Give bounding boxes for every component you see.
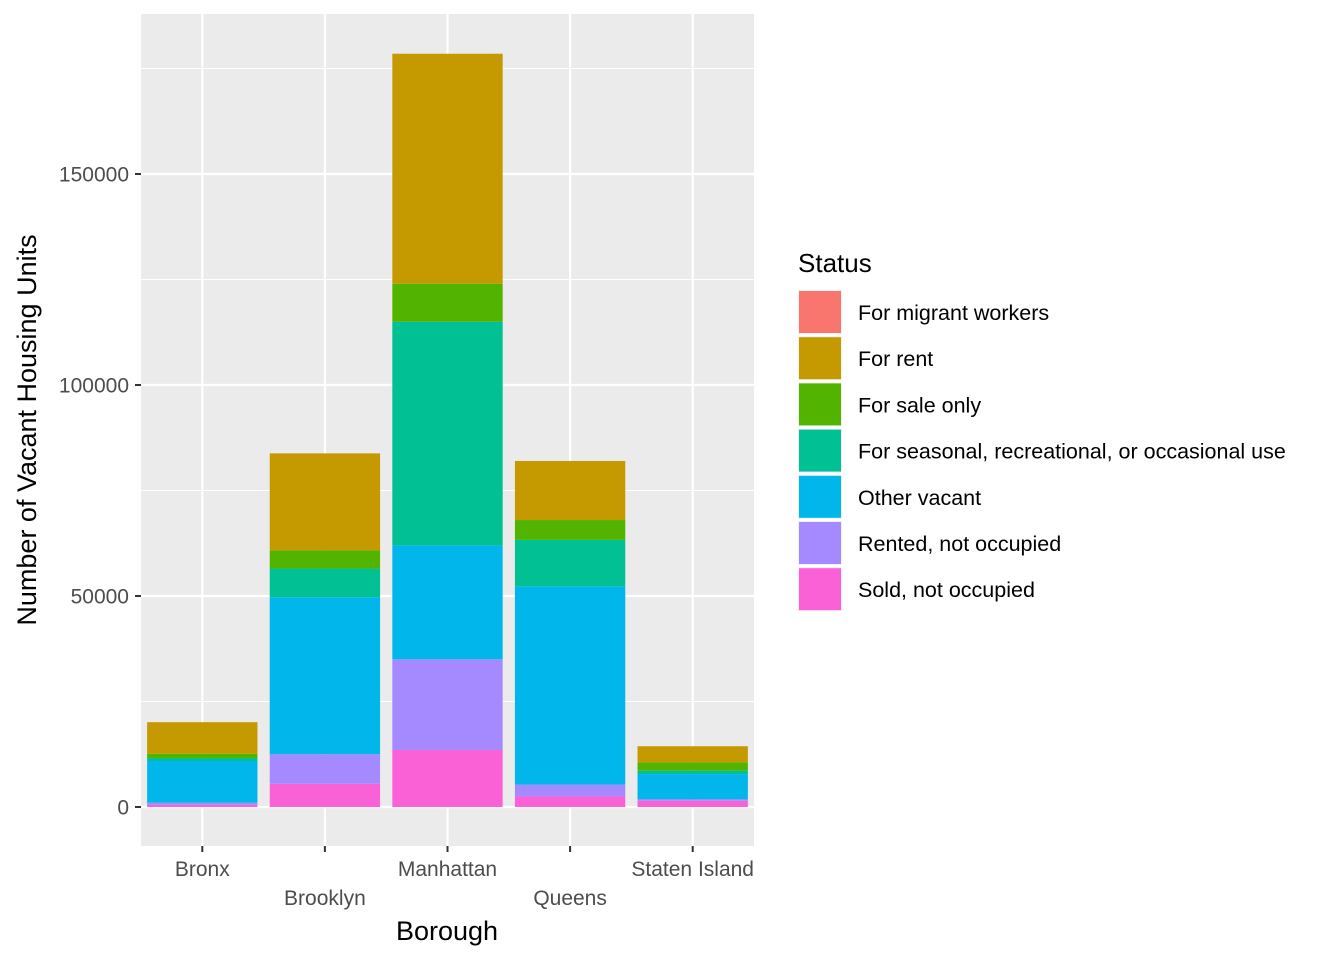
bars <box>147 53 748 807</box>
bar-segment <box>637 799 748 801</box>
bar-segment <box>392 750 503 807</box>
legend-label: Other vacant <box>858 486 981 510</box>
bar-segment <box>392 659 503 751</box>
bar-segment <box>514 796 626 807</box>
legend-key <box>799 522 841 564</box>
bar-segment <box>514 784 626 797</box>
x-tick-label: Manhattan <box>398 858 497 881</box>
bar-segment <box>269 783 381 807</box>
x-tick-label: Bronx <box>175 858 230 881</box>
legend-label: For seasonal, recreational, or occasiona… <box>858 440 1286 464</box>
legend-title: Status <box>798 248 872 278</box>
bar-segment <box>147 761 258 803</box>
legend-label: For rent <box>858 347 933 371</box>
bar-segment <box>269 568 381 598</box>
bar-segment <box>147 722 258 754</box>
bar-segment <box>637 746 748 763</box>
legend-key <box>799 337 841 380</box>
legend-key <box>799 383 841 426</box>
y-axis-title: Number of Vacant Housing Units <box>12 234 42 625</box>
bar-segment <box>269 453 381 551</box>
bar-segment <box>514 460 626 521</box>
legend: Status For migrant workers For rent For sa… <box>798 248 1286 612</box>
bar-segment <box>269 550 381 569</box>
legend-label: Sold, not occupied <box>858 578 1035 602</box>
bar-segment <box>147 804 258 807</box>
legend-key <box>799 291 841 333</box>
bar-segment <box>392 53 503 284</box>
x-axis-title: Borough <box>396 916 498 946</box>
x-tick-label: Staten Island <box>631 858 754 881</box>
bar-segment <box>269 754 381 784</box>
x-tick-label: Queens <box>533 887 607 910</box>
y-tick-label: 50000 <box>71 586 129 609</box>
legend-label: For migrant workers <box>858 301 1049 325</box>
legend-key <box>799 475 841 518</box>
x-tick-label: Brooklyn <box>284 887 366 910</box>
bar-segment <box>147 753 258 759</box>
x-axis: Bronx Brooklyn Manhattan Queens Staten Islan… <box>175 846 754 910</box>
bar-segment <box>637 762 748 771</box>
legend-key <box>799 568 841 611</box>
legend-label: Rented, not occupied <box>858 532 1061 556</box>
bar-segment <box>514 586 626 785</box>
bar-segment <box>392 545 503 660</box>
y-axis: 0 50000 100000 150000 <box>59 164 141 820</box>
bar-segment <box>392 321 503 546</box>
bar-segment <box>147 758 258 762</box>
bar-segment <box>514 539 626 587</box>
bar-segment <box>637 774 748 800</box>
bar-segment <box>514 520 626 540</box>
bar-segment <box>392 283 503 322</box>
bar-segment <box>269 597 381 755</box>
y-tick-label: 100000 <box>59 375 129 398</box>
legend-key <box>799 429 841 472</box>
y-tick-label: 0 <box>117 797 129 820</box>
bar-segment <box>147 802 258 805</box>
legend-label: For sale only <box>858 393 981 417</box>
bar-segment <box>637 800 748 807</box>
y-tick-label: 150000 <box>59 164 129 187</box>
bar-segment <box>637 770 748 775</box>
